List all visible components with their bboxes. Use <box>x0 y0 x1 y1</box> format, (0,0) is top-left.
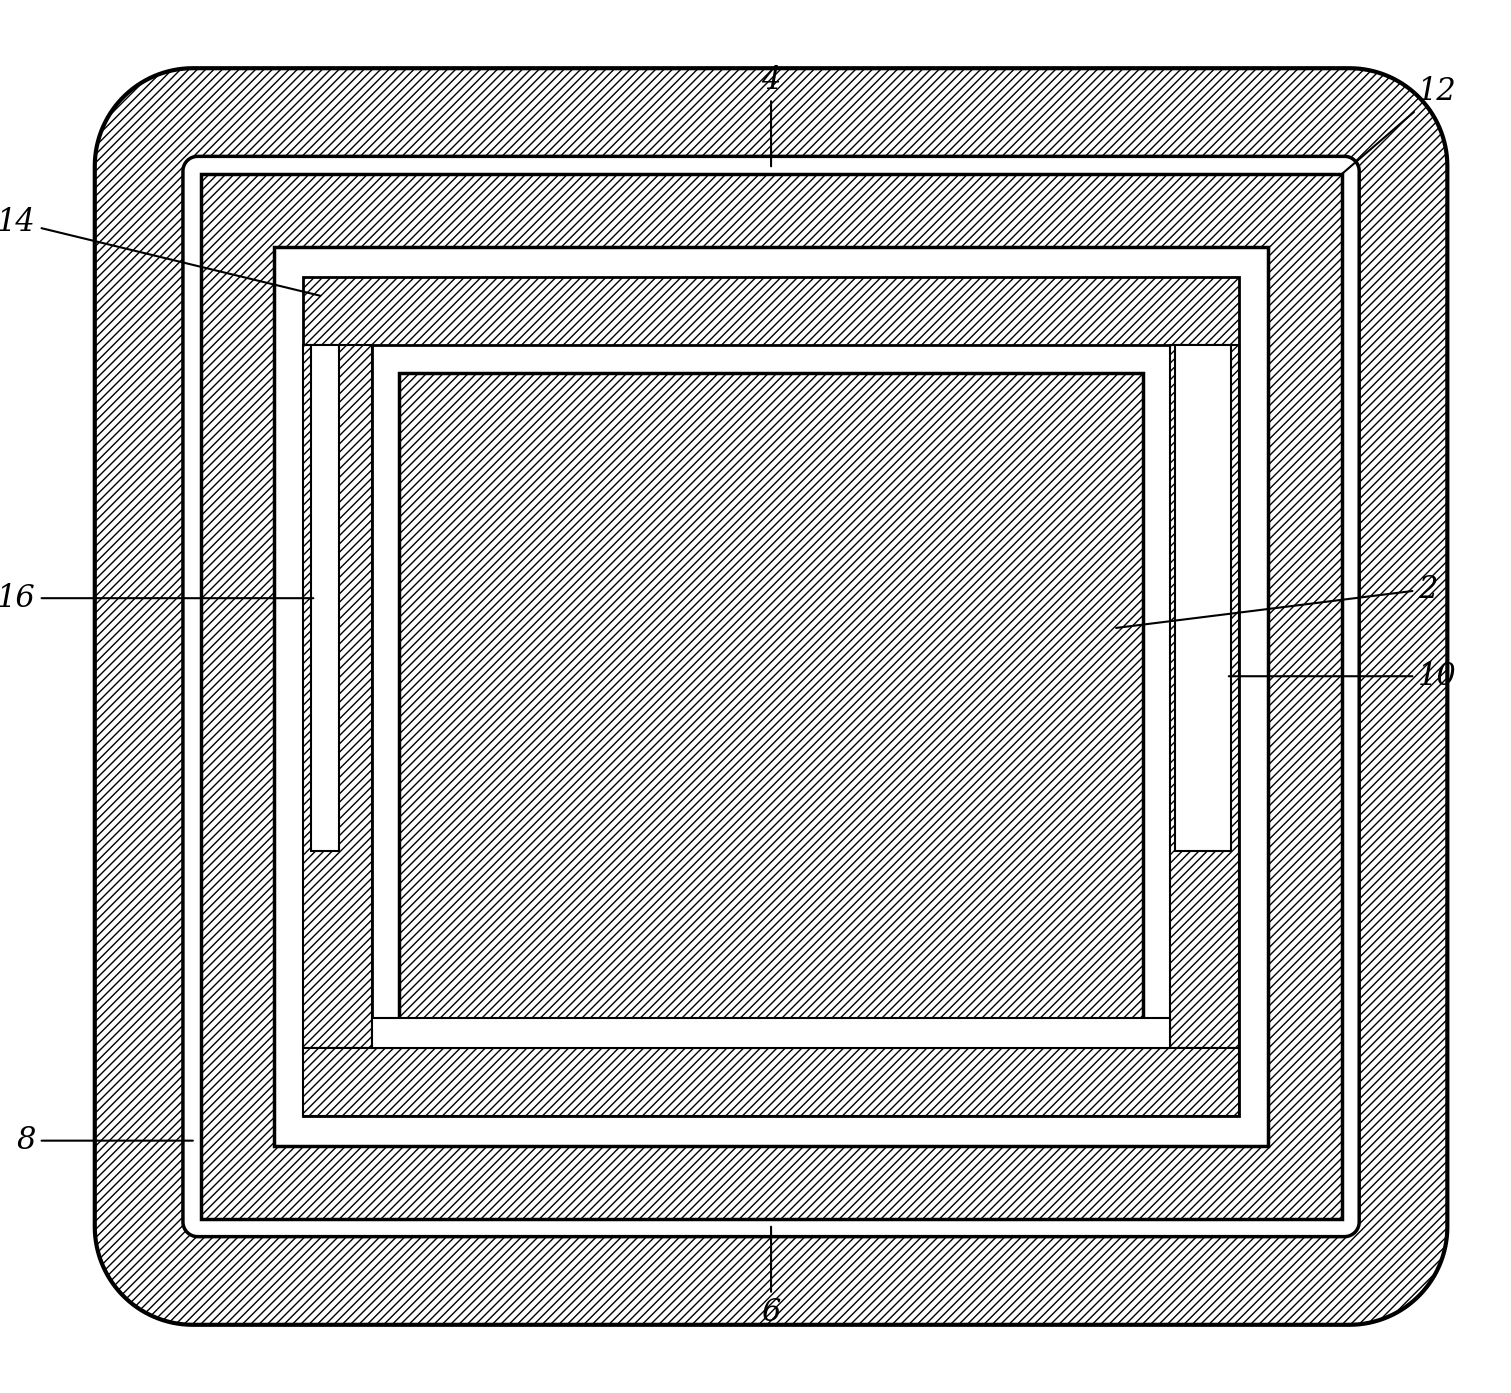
Polygon shape <box>95 68 1448 1325</box>
Bar <box>372 345 1170 1048</box>
Bar <box>1170 345 1239 1048</box>
Text: 6: 6 <box>762 1227 781 1329</box>
Text: 12: 12 <box>1342 77 1457 174</box>
Text: 16: 16 <box>0 582 313 614</box>
Bar <box>1176 345 1231 851</box>
Bar <box>372 1018 1170 1048</box>
Bar <box>311 345 338 851</box>
Bar <box>273 248 1268 1145</box>
Text: 14: 14 <box>0 206 320 295</box>
Text: 2: 2 <box>1117 574 1437 628</box>
Text: 8: 8 <box>17 1126 193 1156</box>
Text: 10: 10 <box>1228 660 1457 692</box>
Bar <box>304 345 372 1048</box>
Bar <box>304 1048 1239 1116</box>
Bar <box>201 174 1342 1219</box>
Bar <box>399 373 1142 1020</box>
Polygon shape <box>183 156 1360 1237</box>
Text: 4: 4 <box>762 64 781 166</box>
Bar <box>304 277 1239 1116</box>
